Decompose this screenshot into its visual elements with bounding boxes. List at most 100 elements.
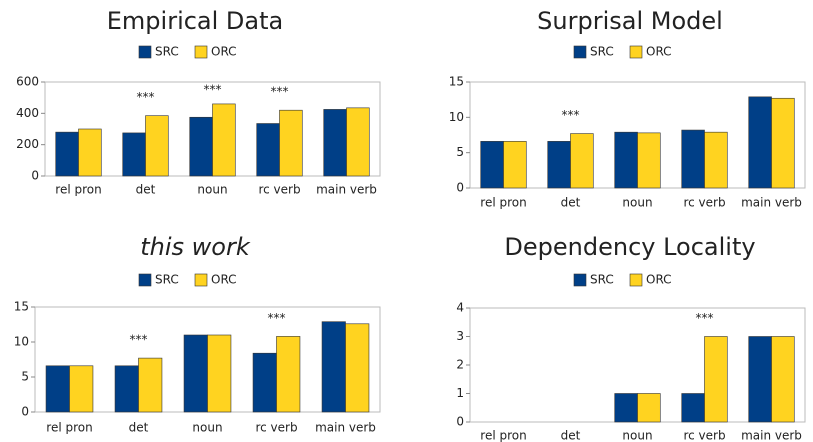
legend-label: SRC xyxy=(155,273,179,287)
bar xyxy=(212,103,236,177)
legend-swatch xyxy=(138,273,152,287)
legend-swatch xyxy=(629,273,643,287)
bar xyxy=(681,129,705,189)
bar xyxy=(480,141,504,189)
y-tick-label: 0 xyxy=(31,169,39,183)
x-tick-label: rc verb xyxy=(255,421,297,435)
y-tick-label: 3 xyxy=(456,329,464,343)
chart-title: this work xyxy=(140,233,251,261)
bar xyxy=(138,357,163,413)
bar xyxy=(704,336,728,423)
bar xyxy=(69,365,94,413)
bar xyxy=(252,352,277,413)
legend-swatch xyxy=(138,45,152,59)
annotation: *** xyxy=(204,83,222,97)
bar xyxy=(681,393,705,423)
y-tick-label: 5 xyxy=(456,145,464,159)
x-tick-label: det xyxy=(561,429,581,442)
bar xyxy=(279,109,303,177)
x-tick-label: main verb xyxy=(315,421,376,435)
chart-panel: Surprisal Model 0 5 10 15 rel pron det *** noun r… xyxy=(449,7,806,210)
legend-label: ORC xyxy=(646,45,672,59)
legend-label: SRC xyxy=(590,45,614,59)
bar xyxy=(122,132,146,177)
bar xyxy=(570,133,594,189)
legend-swatch xyxy=(573,273,587,287)
x-tick-label: main verb xyxy=(741,196,802,210)
legend-label: SRC xyxy=(155,45,179,59)
annotation: *** xyxy=(268,311,286,325)
legend-label: SRC xyxy=(590,273,614,287)
legend-swatch xyxy=(629,45,643,59)
bar xyxy=(748,336,772,423)
bar xyxy=(256,123,280,177)
chart-title: Dependency Locality xyxy=(504,233,755,261)
bar xyxy=(207,334,232,413)
annotation: *** xyxy=(130,333,148,347)
bar xyxy=(276,336,301,413)
legend-swatch xyxy=(573,45,587,59)
y-tick-label: 15 xyxy=(14,300,29,314)
bar xyxy=(704,131,728,189)
y-tick-label: 200 xyxy=(16,137,39,151)
chart-title: Empirical Data xyxy=(107,7,283,35)
bar xyxy=(55,131,79,177)
y-tick-label: 4 xyxy=(456,301,464,315)
bar xyxy=(114,365,139,413)
legend-label: ORC xyxy=(646,273,672,287)
bar xyxy=(78,128,102,177)
y-tick-label: 5 xyxy=(21,370,29,384)
bar xyxy=(346,107,370,177)
x-tick-label: rc verb xyxy=(258,183,300,197)
chart-panel: Dependency Locality 0 1 2 3 4 rel pron det noun r… xyxy=(456,233,806,442)
x-tick-label: det xyxy=(136,183,156,197)
y-tick-label: 1 xyxy=(456,386,464,400)
x-tick-label: rel pron xyxy=(46,421,92,435)
bar xyxy=(637,132,661,189)
x-tick-label: noun xyxy=(192,421,222,435)
x-tick-label: det xyxy=(129,421,149,435)
bar xyxy=(771,97,795,189)
y-tick-label: 10 xyxy=(449,110,464,124)
bar xyxy=(45,365,70,413)
y-tick-label: 400 xyxy=(16,106,39,120)
legend-label: ORC xyxy=(211,273,237,287)
y-tick-label: 0 xyxy=(456,181,464,195)
legend-swatch xyxy=(194,273,208,287)
x-tick-label: rel pron xyxy=(480,196,526,210)
chart-panel: this work 0 5 10 15 rel pron det *** noun rc verb… xyxy=(14,233,381,435)
x-tick-label: noun xyxy=(622,429,652,442)
bar xyxy=(145,115,169,177)
y-tick-label: 600 xyxy=(16,75,39,89)
annotation: *** xyxy=(562,108,580,122)
x-tick-label: noun xyxy=(622,196,652,210)
bar xyxy=(771,336,795,423)
y-tick-label: 0 xyxy=(21,405,29,419)
x-tick-label: main verb xyxy=(741,429,802,442)
x-tick-label: rel pron xyxy=(55,183,101,197)
bar xyxy=(503,141,527,189)
x-tick-label: noun xyxy=(197,183,227,197)
legend-swatch xyxy=(194,45,208,59)
bar xyxy=(189,116,213,177)
x-tick-label: rc verb xyxy=(683,196,725,210)
bar xyxy=(614,393,638,423)
x-tick-label: rc verb xyxy=(683,429,725,442)
annotation: *** xyxy=(271,85,289,99)
x-tick-label: main verb xyxy=(316,183,377,197)
y-tick-label: 15 xyxy=(449,75,464,89)
bar xyxy=(637,393,661,423)
bar xyxy=(345,323,370,413)
bar xyxy=(547,141,571,189)
y-tick-label: 2 xyxy=(456,358,464,372)
bar xyxy=(321,321,346,413)
bar xyxy=(748,96,772,189)
legend-label: ORC xyxy=(211,45,237,59)
annotation: *** xyxy=(137,90,155,104)
annotation: *** xyxy=(696,311,714,325)
chart-title: Surprisal Model xyxy=(537,7,723,35)
x-tick-label: rel pron xyxy=(480,429,526,442)
chart-panel: Empirical Data 0 200 400 600 rel pron det *** no… xyxy=(16,7,381,197)
y-tick-label: 10 xyxy=(14,335,29,349)
